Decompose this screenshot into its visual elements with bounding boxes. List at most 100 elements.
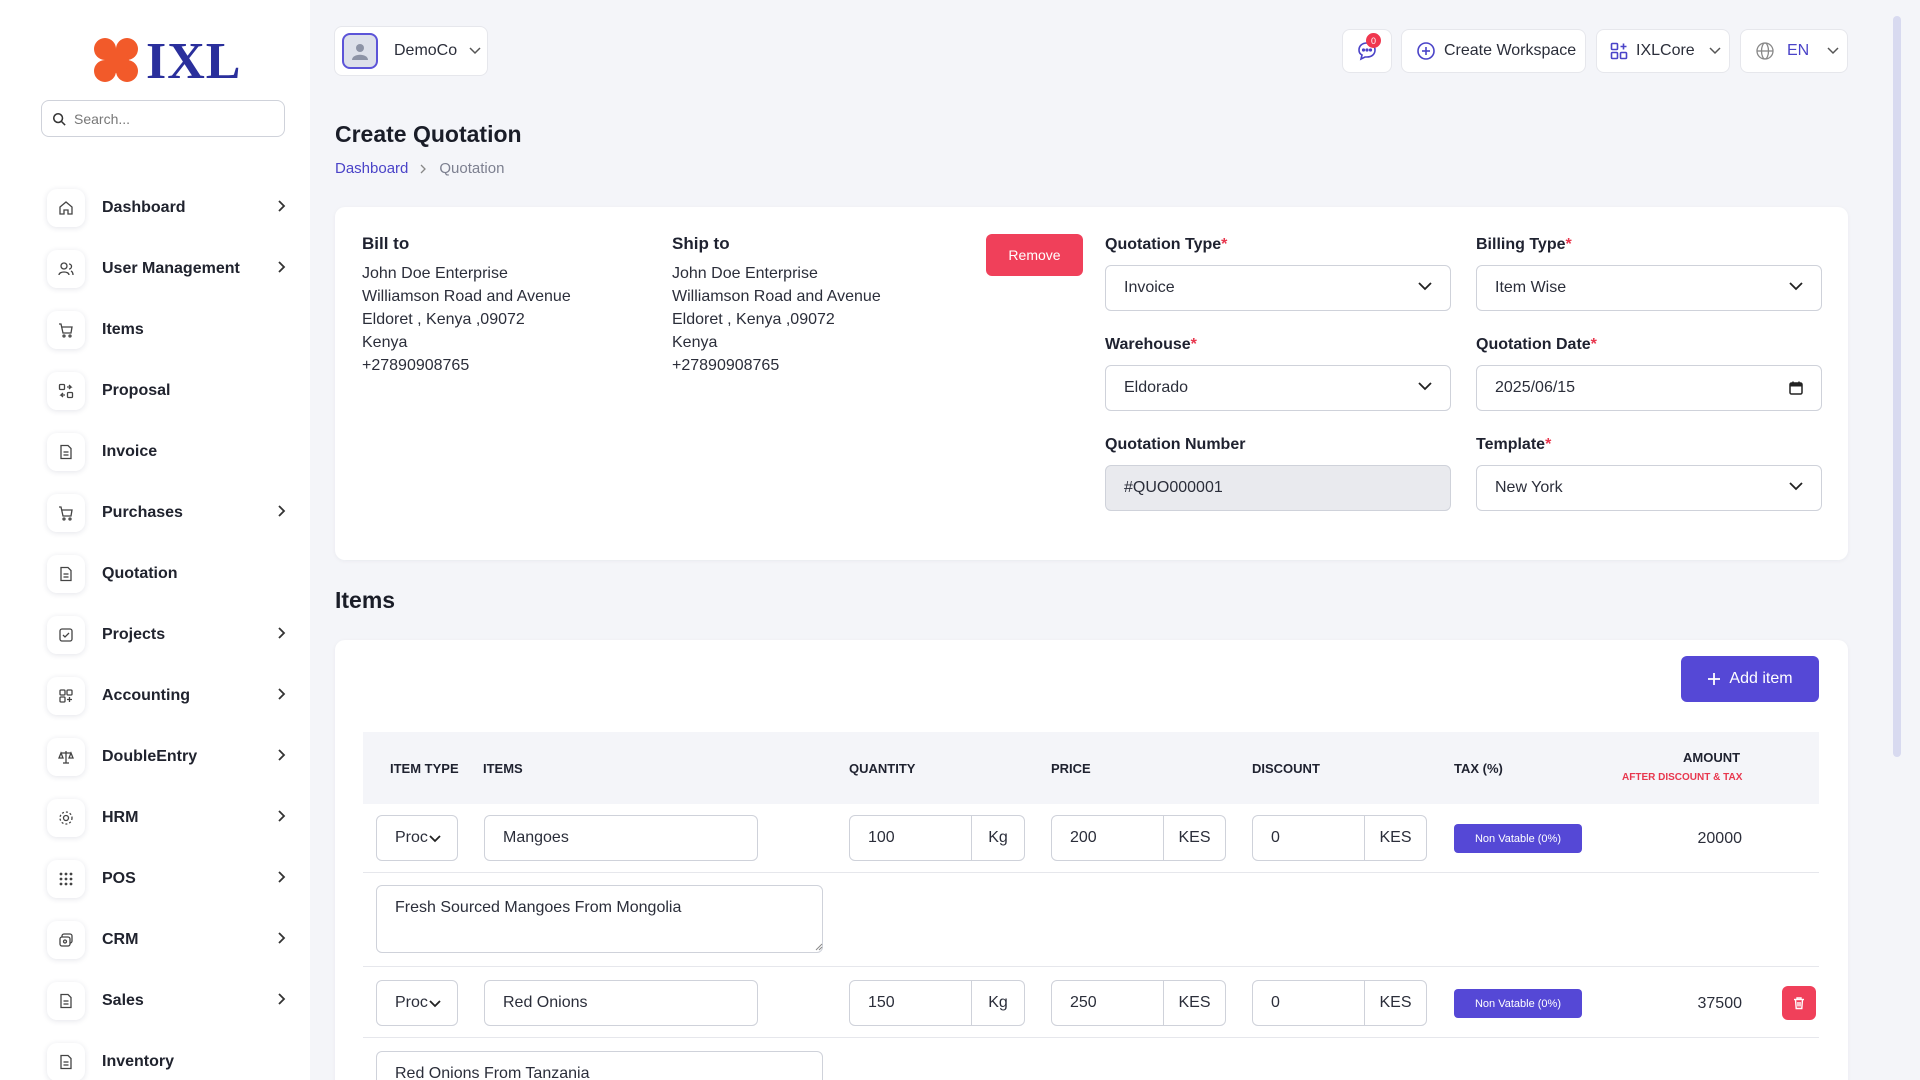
quantity-unit: Kg [971,980,1025,1026]
sidebar-item-user-management[interactable]: User Management [47,238,287,299]
row-divider [363,872,1819,873]
trash-icon [1794,997,1804,1010]
quantity-unit: Kg [971,815,1025,861]
sidebar-item-crm[interactable]: CRM [47,909,287,970]
notification-badge: 0 [1366,33,1381,48]
sidebar-item-purchases[interactable]: Purchases [47,482,287,543]
messages-button[interactable]: 0 [1342,29,1392,73]
chevron-down-icon [1709,47,1721,55]
sidebar-item-dashboard[interactable]: Dashboard [47,177,287,238]
create-workspace-label: Create Workspace [1444,42,1577,59]
sidebar-item-label: Dashboard [102,198,186,216]
quotation-type-select[interactable]: Invoice [1105,265,1451,311]
sidebar-item-inventory[interactable]: Inventory [47,1031,287,1080]
sidebar-item-doubleentry[interactable]: DoubleEntry [47,726,287,787]
price-value: 200 [1070,829,1097,846]
hrm-icon [47,798,85,837]
ship-to-line: John Doe Enterprise [672,265,818,282]
sidebar-item-projects[interactable]: Projects [47,604,287,665]
chevron-right-icon [278,749,286,761]
item-description-textarea[interactable]: Fresh Sourced Mangoes From Mongolia [376,885,823,953]
chevron-right-icon [420,164,427,173]
tax-badge[interactable]: Non Vatable (0%) [1454,824,1582,853]
resize-handle-icon[interactable] [814,942,823,951]
tax-badge[interactable]: Non Vatable (0%) [1454,989,1582,1018]
avatar [342,33,378,69]
item-name-input[interactable]: Red Onions [484,980,758,1026]
sidebar-item-proposal[interactable]: Proposal [47,360,287,421]
page-title: Create Quotation [335,121,522,147]
quantity-input[interactable]: 100 [849,815,972,861]
row-divider [363,966,1819,967]
chevron-down-icon [1789,482,1803,491]
sidebar-nav: Dashboard User Management Items Proposal… [47,177,287,1080]
chevron-right-icon [278,261,286,273]
sidebar-item-label: Inventory [102,1052,175,1070]
checkbox-icon [47,615,85,654]
logo-mark-icon [94,38,142,86]
sidebar-item-label: Invoice [102,442,158,460]
sidebar-item-pos[interactable]: POS [47,848,287,909]
user-icon [352,44,368,60]
language-switcher[interactable]: EN [1740,29,1848,73]
sidebar-item-accounting[interactable]: Accounting [47,665,287,726]
document-icon [47,1042,85,1080]
search-box[interactable] [41,100,285,137]
price-input[interactable]: 250 [1051,980,1164,1026]
sidebar-item-invoice[interactable]: Invoice [47,421,287,482]
workspace-switcher[interactable]: IXLCore [1596,29,1730,73]
language-label: EN [1787,42,1810,59]
column-header-price: PRICE [1051,761,1091,776]
sidebar-item-items[interactable]: Items [47,299,287,360]
item-name-input[interactable]: Mangoes [484,815,758,861]
bill-to-line: +27890908765 [362,357,470,374]
sidebar-item-label: User Management [102,259,240,277]
sidebar-item-hrm[interactable]: HRM [47,787,287,848]
remove-button[interactable]: Remove [986,234,1083,276]
sidebar-item-sales[interactable]: Sales [47,970,287,1031]
column-header-quantity: QUANTITY [849,761,916,776]
sidebar-item-label: CRM [102,930,139,948]
company-switcher[interactable]: DemoCo [334,26,488,76]
price-input[interactable]: 200 [1051,815,1164,861]
calendar-icon[interactable] [1789,381,1803,395]
discount-input[interactable]: 0 [1252,815,1365,861]
column-header-discount: DISCOUNT [1252,761,1320,776]
discount-value: 0 [1271,994,1280,1011]
sidebar-item-label: Quotation [102,564,178,582]
sidebar-item-label: DoubleEntry [102,747,198,765]
price-value: 250 [1070,994,1097,1011]
column-header-items: ITEMS [483,761,523,776]
chevron-right-icon [278,627,286,639]
item-description-textarea[interactable]: Red Onions From Tanzania [376,1051,823,1080]
grid-plus-icon [47,676,85,715]
item-type-select[interactable]: Proc [376,815,458,861]
workspace-label: IXLCore [1636,42,1695,59]
add-item-button[interactable]: Add item [1681,656,1819,702]
sidebar-item-label: Projects [102,625,166,643]
item-name-value: Red Onions [503,994,588,1011]
cart-icon [47,493,85,532]
quotation-date-input[interactable]: 2025/06/15 [1476,365,1822,411]
chevron-down-icon [429,1000,441,1008]
chevron-down-icon [1789,282,1803,291]
quantity-input[interactable]: 150 [849,980,972,1026]
billing-type-select[interactable]: Item Wise [1476,265,1822,311]
item-type-select[interactable]: Proc [376,980,458,1026]
column-header-tax: TAX (%) [1454,761,1503,776]
scrollbar[interactable] [1893,16,1901,757]
breadcrumb-dashboard-link[interactable]: Dashboard [335,160,409,177]
delete-row-button[interactable] [1782,986,1816,1020]
create-workspace-button[interactable]: Create Workspace [1401,29,1586,73]
search-input[interactable] [74,110,264,127]
logo[interactable]: IXL [94,36,241,88]
bill-to-line: Eldoret , Kenya ,09072 [362,311,525,328]
discount-input[interactable]: 0 [1252,980,1365,1026]
sidebar-item-quotation[interactable]: Quotation [47,543,287,604]
chat-icon [1358,42,1376,61]
template-select[interactable]: New York [1476,465,1822,511]
bill-to-title: Bill to [362,234,410,253]
chevron-right-icon [278,505,286,517]
warehouse-value: Eldorado [1124,379,1189,396]
warehouse-select[interactable]: Eldorado [1105,365,1451,411]
